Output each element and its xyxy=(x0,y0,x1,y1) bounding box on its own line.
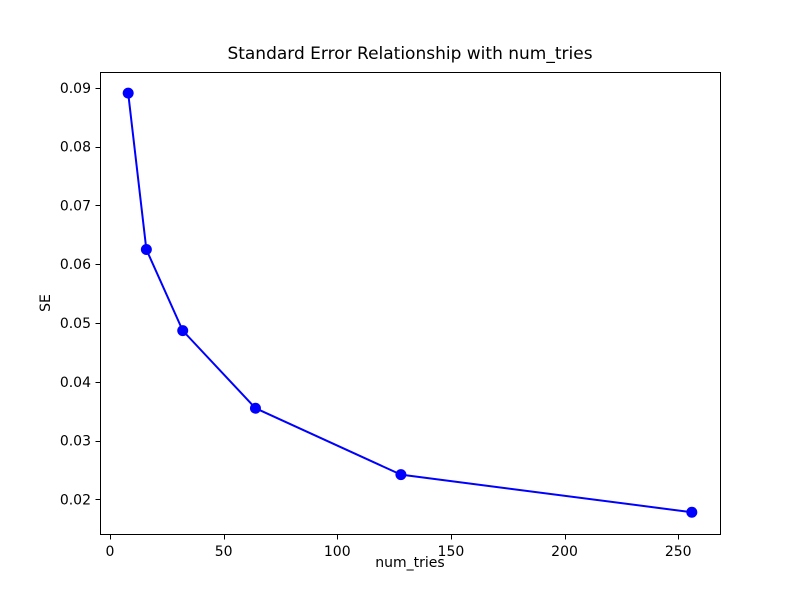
chart-title: Standard Error Relationship with num_tri… xyxy=(227,44,593,64)
x-tick-label: 100 xyxy=(324,544,351,560)
data-point xyxy=(686,506,698,518)
y-tick-label: 0.08 xyxy=(60,140,91,156)
x-tick-label: 150 xyxy=(438,544,465,560)
y-tick-label: 0.03 xyxy=(60,434,91,450)
data-point xyxy=(249,402,261,414)
y-tick-label: 0.05 xyxy=(60,316,91,332)
y-tick-label: 0.02 xyxy=(60,492,91,508)
data-point xyxy=(122,87,134,99)
y-tick-label: 0.04 xyxy=(60,375,91,391)
data-point xyxy=(177,325,189,337)
data-point xyxy=(395,469,407,481)
x-tick-label: 250 xyxy=(665,544,692,560)
y-tick-label: 0.06 xyxy=(60,257,91,273)
y-tick-label: 0.09 xyxy=(60,81,91,97)
axes-spines xyxy=(100,72,721,535)
x-tick-label: 0 xyxy=(106,544,115,560)
y-tick-label: 0.07 xyxy=(60,198,91,214)
x-axis-label: num_tries xyxy=(375,555,445,571)
x-tick-label: 50 xyxy=(215,544,233,560)
data-point xyxy=(140,244,152,256)
x-tick-label: 200 xyxy=(551,544,578,560)
data-line xyxy=(127,92,693,514)
